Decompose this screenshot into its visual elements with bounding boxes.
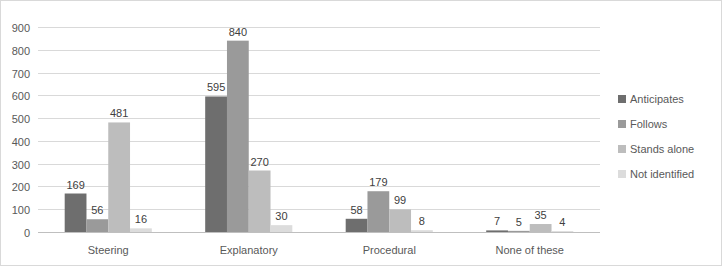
legend-label: Follows — [630, 118, 668, 130]
legend-label: Not identified — [630, 168, 694, 180]
x-tick-label: Procedural — [363, 244, 416, 256]
data-label: 16 — [135, 213, 147, 225]
legend-swatch — [618, 95, 626, 103]
legend: Anticipates Follows Stands alone Not identi… — [618, 93, 694, 180]
data-label: 179 — [369, 176, 387, 188]
data-label: 595 — [207, 81, 225, 93]
grid-line — [38, 27, 600, 28]
y-tick-label: 100 — [12, 204, 30, 216]
y-tick-label: 600 — [12, 90, 30, 102]
data-label: 30 — [275, 210, 287, 222]
bar — [249, 171, 271, 233]
legend-swatch — [618, 170, 626, 178]
bar — [227, 41, 249, 232]
data-label: 58 — [350, 204, 362, 216]
data-label: 4 — [559, 216, 565, 228]
x-tick-label: None of these — [496, 244, 565, 256]
bars — [65, 41, 574, 232]
grid-line — [38, 232, 600, 233]
data-label: 56 — [91, 204, 103, 216]
y-tick-label: 200 — [12, 181, 30, 193]
data-label: 35 — [535, 209, 547, 221]
data-label: 270 — [250, 156, 268, 168]
y-tick-label: 800 — [12, 45, 30, 57]
grid-line — [38, 73, 600, 74]
legend-swatch — [618, 120, 626, 128]
bar — [205, 96, 227, 232]
y-tick-label: 300 — [12, 159, 30, 171]
bar — [130, 228, 152, 232]
bar — [508, 231, 530, 232]
data-labels: 169 56 481 16 595 840 270 30 58 179 99 8 7 5 35 4 — [66, 26, 565, 228]
bar — [411, 230, 433, 232]
bar — [530, 224, 552, 232]
grid-line — [38, 50, 600, 51]
legend-label: Anticipates — [630, 93, 684, 105]
bar — [389, 209, 411, 232]
legend-label: Stands alone — [630, 143, 694, 155]
bar — [367, 191, 389, 232]
y-tick-label: 400 — [12, 136, 30, 148]
bar — [271, 225, 293, 232]
data-label: 169 — [66, 179, 84, 191]
y-tick-label: 0 — [24, 227, 30, 239]
grid-line — [38, 95, 600, 96]
y-tick-label: 500 — [12, 113, 30, 125]
x-axis-line — [38, 232, 600, 233]
bar — [346, 219, 368, 232]
chart: 0100200300400500600700800900169564811659… — [0, 0, 722, 266]
y-tick-label: 900 — [12, 22, 30, 34]
bar — [552, 231, 574, 232]
data-label: 8 — [419, 215, 425, 227]
data-label: 5 — [516, 216, 522, 228]
bar — [86, 219, 108, 232]
bar — [108, 122, 130, 232]
y-tick-label: 700 — [12, 68, 30, 80]
chart-frame — [1, 1, 722, 266]
legend-swatch — [618, 145, 626, 153]
x-tick-label: Steering — [88, 244, 129, 256]
bar — [486, 230, 508, 232]
data-label: 840 — [229, 26, 247, 38]
data-label: 481 — [110, 107, 128, 119]
data-label: 7 — [494, 215, 500, 227]
bar — [65, 194, 87, 232]
x-tick-label: Explanatory — [220, 244, 279, 256]
data-label: 99 — [394, 194, 406, 206]
